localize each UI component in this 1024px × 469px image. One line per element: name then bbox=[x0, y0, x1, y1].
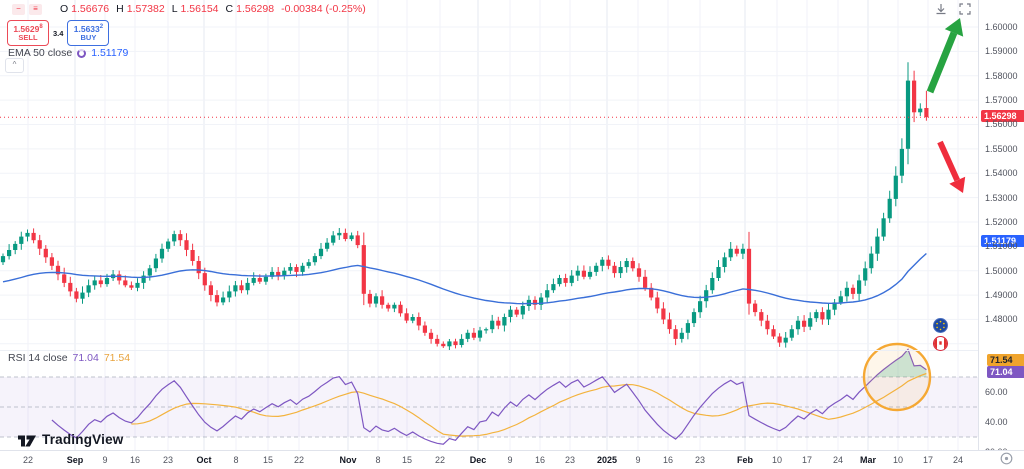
time-axis-label: 2025 bbox=[596, 455, 618, 465]
eur-flag-icon bbox=[933, 318, 948, 333]
time-axis-label: 9 bbox=[635, 455, 641, 465]
ema-value-badge: 1.51179 bbox=[981, 234, 1024, 247]
time-axis[interactable]: 22 Sep 9 16 23 Oct 8 15 22 Nov 8 15 22 Dec 9 16 23 2025 9 1… bbox=[0, 450, 1024, 469]
close-value: 1.56298 bbox=[236, 3, 275, 15]
price-axis-label: 1.48000 bbox=[985, 314, 1018, 325]
time-axis-label: 23 bbox=[564, 455, 576, 465]
tradingview-logo-icon bbox=[18, 435, 36, 446]
time-axis-label: 22 bbox=[434, 455, 446, 465]
price-axis-label: 1.59000 bbox=[985, 46, 1018, 57]
time-axis-label: 9 bbox=[102, 455, 108, 465]
time-axis-label: 24 bbox=[832, 455, 844, 465]
rsi-ma-legend-value: 71.54 bbox=[103, 352, 131, 364]
download-icon[interactable] bbox=[934, 2, 948, 15]
time-axis-label: 23 bbox=[694, 455, 706, 465]
cad-flag-icon bbox=[933, 336, 948, 351]
tradingview-watermark[interactable]: TradingView bbox=[18, 432, 123, 447]
legend-collapse-icon[interactable]: − bbox=[12, 3, 25, 15]
time-axis-label: Oct bbox=[196, 455, 212, 465]
fullscreen-icon[interactable] bbox=[958, 2, 972, 15]
buy-label: BUY bbox=[80, 32, 97, 42]
price-axis-label: 1.55000 bbox=[985, 143, 1018, 154]
ema-line bbox=[2, 252, 927, 305]
time-axis-label: Dec bbox=[469, 455, 487, 465]
time-axis-label: 9 bbox=[507, 455, 513, 465]
rsi-value-badge: 71.04 bbox=[987, 366, 1024, 378]
price-axis-label: 1.60000 bbox=[985, 22, 1018, 32]
high-label: H bbox=[116, 3, 124, 15]
rsi-axis-label: 40.00 bbox=[985, 417, 1008, 427]
open-label: O bbox=[60, 3, 69, 15]
symbol-legend: − ≡ O 1.56676 H 1.57382 L 1.56154 C 1.56298 … bbox=[12, 3, 370, 15]
ema-legend[interactable]: EMA 50 close 1.51179 bbox=[8, 47, 128, 59]
candles bbox=[0, 62, 929, 351]
ema-legend-title: EMA 50 close bbox=[8, 47, 73, 59]
time-axis-label: 15 bbox=[401, 455, 413, 465]
time-axis-label: 17 bbox=[801, 455, 813, 465]
scroll-to-recent-button[interactable] bbox=[1000, 452, 1013, 465]
last-price-badge: 1.56298 bbox=[981, 110, 1024, 123]
close-label: C bbox=[225, 3, 234, 15]
loading-spinner-icon bbox=[77, 48, 87, 58]
low-label: L bbox=[171, 3, 178, 15]
trade-buttons: 1.56298 SELL 3.4 1.56332 BUY bbox=[7, 20, 110, 46]
legend-menu-icon[interactable]: ≡ bbox=[29, 3, 42, 15]
rsi-line bbox=[51, 348, 927, 445]
price-axis-label: 1.56000 bbox=[985, 119, 1018, 130]
time-axis-label: Feb bbox=[736, 455, 754, 465]
time-axis-label: Nov bbox=[339, 455, 357, 465]
time-axis-label: 22 bbox=[22, 455, 34, 465]
time-axis-label: 22 bbox=[293, 455, 305, 465]
currency-flags bbox=[933, 318, 948, 351]
sell-label: SELL bbox=[18, 32, 38, 42]
ohlc-values: O 1.56676 H 1.57382 L 1.56154 C 1.56298 -0.0… bbox=[60, 3, 370, 15]
time-axis-label: 8 bbox=[233, 455, 239, 465]
time-axis-label: Sep bbox=[66, 455, 84, 465]
low-value: 1.56154 bbox=[180, 3, 219, 15]
rsi-legend-value: 71.04 bbox=[72, 352, 99, 364]
open-value: 1.56676 bbox=[71, 3, 110, 15]
legend-collapse-button[interactable]: ^ bbox=[5, 58, 24, 73]
time-axis-label: 16 bbox=[129, 455, 141, 465]
time-axis-label: 17 bbox=[922, 455, 934, 465]
time-axis-label: 10 bbox=[892, 455, 904, 465]
pane-separator[interactable] bbox=[0, 350, 978, 351]
time-axis-label: 15 bbox=[262, 455, 274, 465]
price-axis-label: 1.52000 bbox=[985, 216, 1018, 227]
time-axis-label: 8 bbox=[375, 455, 381, 465]
price-axis-label: 1.54000 bbox=[985, 168, 1018, 179]
time-axis-label: 10 bbox=[771, 455, 783, 465]
sell-price: 1.5629 bbox=[13, 23, 40, 34]
price-axis-label: 1.49000 bbox=[985, 290, 1018, 301]
rsi-highlight-circle bbox=[862, 342, 932, 412]
rsi-ma-line bbox=[131, 372, 927, 437]
spread-value: 3.4 bbox=[53, 28, 64, 38]
rsi-axis-label: 60.00 bbox=[985, 387, 1008, 397]
rsi-legend[interactable]: RSI 14 close 71.04 71.54 bbox=[8, 352, 130, 364]
buy-button[interactable]: 1.56332 BUY bbox=[67, 20, 110, 46]
high-value: 1.57382 bbox=[126, 3, 165, 15]
time-axis-label: 23 bbox=[162, 455, 174, 465]
sell-button[interactable]: 1.56298 SELL bbox=[7, 20, 49, 46]
ema-legend-value: 1.51179 bbox=[91, 47, 129, 59]
price-axis-label: 1.50000 bbox=[985, 265, 1018, 276]
price-axis-label: 1.53000 bbox=[985, 192, 1018, 203]
time-axis-label: 16 bbox=[662, 455, 674, 465]
price-axis-label: 1.57000 bbox=[985, 95, 1018, 106]
change-value: -0.00384 (-0.25%) bbox=[281, 3, 366, 15]
buy-price: 1.5633 bbox=[73, 23, 100, 34]
price-axis-label: 1.58000 bbox=[985, 70, 1018, 81]
time-axis-label: Mar bbox=[859, 455, 877, 465]
price-axis[interactable]: 1.56298 1.51179 71.54 71.04 1.60000 1.590… bbox=[978, 0, 1024, 457]
watermark-text: TradingView bbox=[42, 432, 124, 447]
time-axis-label: 24 bbox=[952, 455, 964, 465]
chart-toolbar bbox=[934, 2, 972, 15]
price-axis-label: 1.51000 bbox=[985, 241, 1018, 252]
time-axis-label: 16 bbox=[534, 455, 546, 465]
rsi-legend-title: RSI 14 close bbox=[8, 352, 68, 364]
rsi-ma-badge: 71.54 bbox=[987, 354, 1024, 366]
